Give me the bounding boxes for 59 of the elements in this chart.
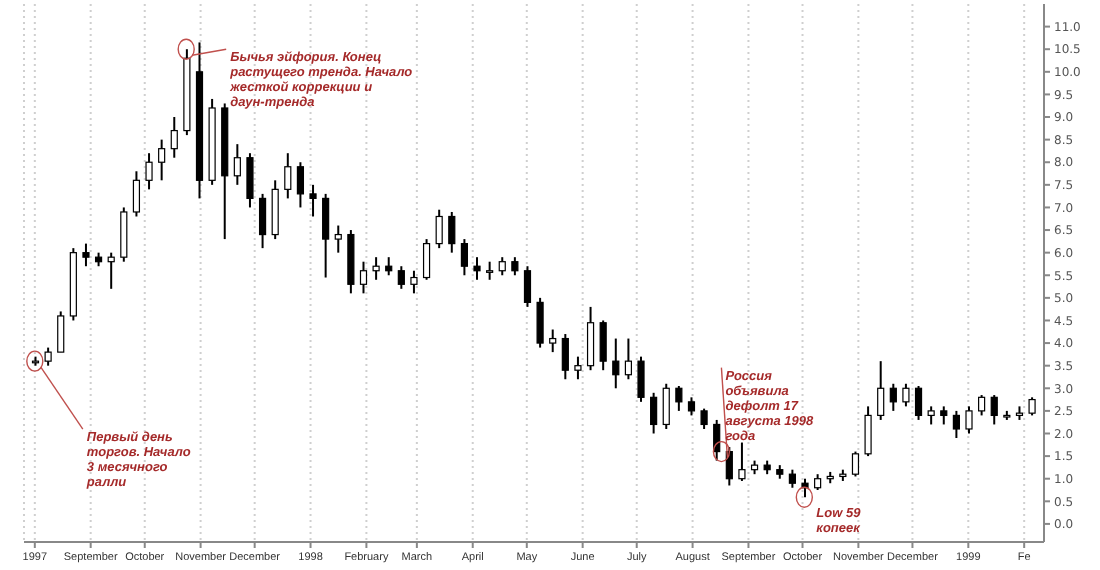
- candlestick: [927, 405, 935, 426]
- candlestick: [864, 405, 872, 458]
- candlestick: [422, 238, 431, 281]
- candlestick: [511, 256, 519, 277]
- candlestick: [877, 360, 885, 421]
- candlestick: [851, 450, 860, 478]
- candlestick: [662, 382, 670, 430]
- candlestick: [372, 256, 380, 281]
- candlestick: [145, 152, 153, 191]
- candlestick: [523, 265, 532, 308]
- candlestick: [410, 269, 418, 295]
- candlestick: [624, 337, 632, 381]
- candlestick: [271, 179, 279, 241]
- candlestick: [650, 391, 658, 435]
- candlestick: [586, 305, 595, 372]
- candlestick: [359, 260, 368, 295]
- candlestick: [889, 382, 897, 412]
- candlestick: [448, 210, 456, 254]
- candlestick: [460, 238, 469, 277]
- candlestick: [82, 242, 90, 268]
- candlestick: [940, 405, 948, 426]
- candlestick: [549, 328, 557, 354]
- candlestick: [120, 206, 128, 263]
- candlestick: [473, 256, 481, 281]
- candlestick: [435, 208, 443, 250]
- candlestick: [309, 183, 317, 218]
- candlestick: [738, 441, 746, 482]
- candlestick: [170, 116, 178, 159]
- candlestick: [498, 256, 506, 277]
- candlestick: [914, 385, 923, 421]
- candlestick: [132, 170, 141, 218]
- candlestick: [978, 394, 986, 417]
- candlestick: [233, 143, 241, 186]
- candlestick: [952, 409, 960, 440]
- candlestick: [57, 310, 65, 354]
- candlestick: [536, 296, 544, 349]
- candlestick: [788, 468, 796, 489]
- candlestick: [486, 260, 494, 281]
- candlestick: [258, 192, 267, 250]
- candlestick: [334, 224, 342, 254]
- candlestick: [965, 405, 973, 435]
- candlestick: [990, 394, 998, 426]
- candlestick: [637, 355, 645, 403]
- candlestick: [1028, 396, 1036, 417]
- candlestick: [687, 396, 696, 417]
- candlestick: [700, 407, 708, 430]
- candlestick: [158, 138, 166, 182]
- candlestick: [675, 385, 683, 412]
- candlestick: [612, 337, 620, 390]
- candlestick: [397, 265, 405, 290]
- candlestick: [296, 161, 305, 209]
- candlestick: [322, 192, 330, 279]
- candlestick: [284, 152, 292, 200]
- candlestick: [902, 382, 910, 408]
- candlestick: [246, 152, 254, 209]
- candlestick: [574, 355, 582, 381]
- candlestick: [599, 319, 607, 372]
- candlestick: [561, 333, 569, 381]
- candlestick: [44, 346, 52, 367]
